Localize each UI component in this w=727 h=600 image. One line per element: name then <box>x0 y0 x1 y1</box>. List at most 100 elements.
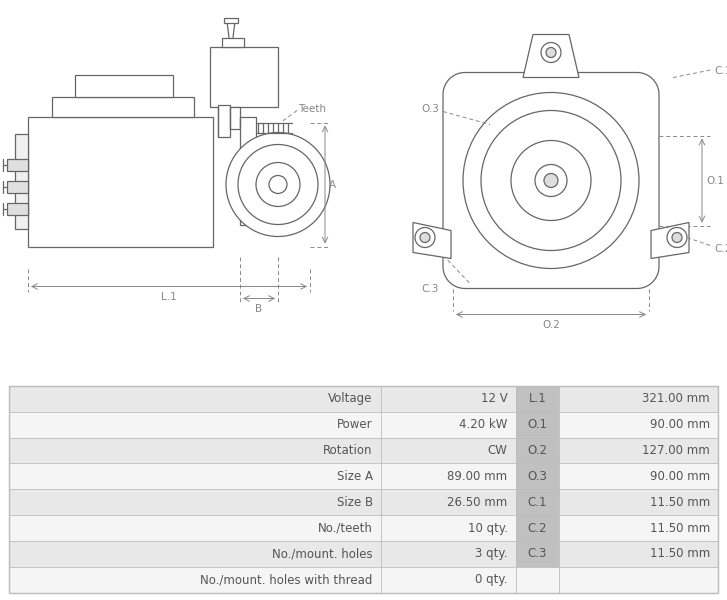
Bar <box>381 541 516 567</box>
Circle shape <box>415 227 435 247</box>
Bar <box>558 515 718 541</box>
Text: O.2: O.2 <box>527 444 547 457</box>
Text: C.2: C.2 <box>528 521 547 535</box>
Text: L.1: L.1 <box>161 292 177 302</box>
Circle shape <box>481 110 621 251</box>
Text: No./mount. holes with thread: No./mount. holes with thread <box>201 574 373 586</box>
Text: No./mount. holes: No./mount. holes <box>272 547 373 560</box>
Text: O.3: O.3 <box>421 103 439 113</box>
Bar <box>516 437 558 463</box>
Text: O.1: O.1 <box>706 175 724 185</box>
Circle shape <box>463 92 639 269</box>
Bar <box>381 490 516 515</box>
Text: 11.50 mm: 11.50 mm <box>649 547 710 560</box>
Bar <box>9 567 381 593</box>
Text: 10 qty.: 10 qty. <box>467 521 507 535</box>
Bar <box>558 386 718 412</box>
Text: 321.00 mm: 321.00 mm <box>642 392 710 405</box>
Text: 11.50 mm: 11.50 mm <box>649 521 710 535</box>
Bar <box>516 490 558 515</box>
Bar <box>7 181 28 193</box>
Bar <box>75 74 173 97</box>
Circle shape <box>269 175 287 193</box>
Bar <box>222 37 244 46</box>
Text: C.1: C.1 <box>528 496 547 509</box>
Text: Size B: Size B <box>337 496 373 509</box>
Bar <box>516 463 558 490</box>
Bar <box>381 412 516 437</box>
Bar <box>210 46 278 107</box>
Bar <box>381 515 516 541</box>
Bar <box>240 116 256 224</box>
Text: B: B <box>255 304 262 314</box>
Bar <box>9 490 381 515</box>
Bar <box>558 490 718 515</box>
Text: O.3: O.3 <box>527 470 547 483</box>
Text: Size A: Size A <box>337 470 373 483</box>
Circle shape <box>672 232 682 242</box>
Bar <box>230 107 240 128</box>
Text: 4.20 kW: 4.20 kW <box>459 418 507 431</box>
Circle shape <box>511 140 591 220</box>
Text: Voltage: Voltage <box>329 392 373 405</box>
Circle shape <box>535 164 567 196</box>
Bar <box>381 437 516 463</box>
Text: Power: Power <box>337 418 373 431</box>
Bar <box>558 567 718 593</box>
Bar <box>381 386 516 412</box>
Circle shape <box>226 133 330 236</box>
Bar <box>516 386 558 412</box>
Polygon shape <box>651 223 689 259</box>
Bar <box>516 541 558 567</box>
Bar <box>9 386 381 412</box>
Text: Teeth: Teeth <box>298 103 326 113</box>
Text: L.1: L.1 <box>529 392 546 405</box>
Bar <box>9 437 381 463</box>
Bar <box>28 116 213 247</box>
Text: O.2: O.2 <box>542 319 560 329</box>
Polygon shape <box>443 73 659 289</box>
Bar <box>558 437 718 463</box>
Bar <box>7 158 28 170</box>
Bar <box>558 541 718 567</box>
Polygon shape <box>523 34 579 77</box>
Text: 11.50 mm: 11.50 mm <box>649 496 710 509</box>
Circle shape <box>546 47 556 58</box>
Bar <box>15 133 28 229</box>
Circle shape <box>544 173 558 187</box>
Text: C.2: C.2 <box>714 244 727 253</box>
Text: 26.50 mm: 26.50 mm <box>447 496 507 509</box>
Text: No./teeth: No./teeth <box>318 521 373 535</box>
Circle shape <box>256 163 300 206</box>
Text: O.1: O.1 <box>527 418 547 431</box>
Bar <box>52 97 194 116</box>
Polygon shape <box>413 223 451 259</box>
Circle shape <box>667 227 687 247</box>
Text: C.1: C.1 <box>714 67 727 76</box>
Text: 89.00 mm: 89.00 mm <box>447 470 507 483</box>
Bar <box>516 515 558 541</box>
Bar <box>381 463 516 490</box>
Circle shape <box>238 145 318 224</box>
Text: C.3: C.3 <box>422 283 438 293</box>
Bar <box>9 515 381 541</box>
Text: 90.00 mm: 90.00 mm <box>650 470 710 483</box>
Text: 0 qty.: 0 qty. <box>475 574 507 586</box>
Bar <box>516 567 558 593</box>
Bar <box>558 463 718 490</box>
Text: 12 V: 12 V <box>481 392 507 405</box>
Circle shape <box>541 43 561 62</box>
Bar <box>381 567 516 593</box>
Text: Rotation: Rotation <box>324 444 373 457</box>
Text: C.3: C.3 <box>528 547 547 560</box>
Bar <box>9 463 381 490</box>
Bar <box>218 104 230 136</box>
Text: 127.00 mm: 127.00 mm <box>642 444 710 457</box>
Bar <box>516 412 558 437</box>
Bar <box>558 412 718 437</box>
Text: A: A <box>329 179 336 190</box>
Bar <box>224 17 238 22</box>
Bar <box>9 412 381 437</box>
Bar <box>7 202 28 214</box>
Bar <box>9 541 381 567</box>
